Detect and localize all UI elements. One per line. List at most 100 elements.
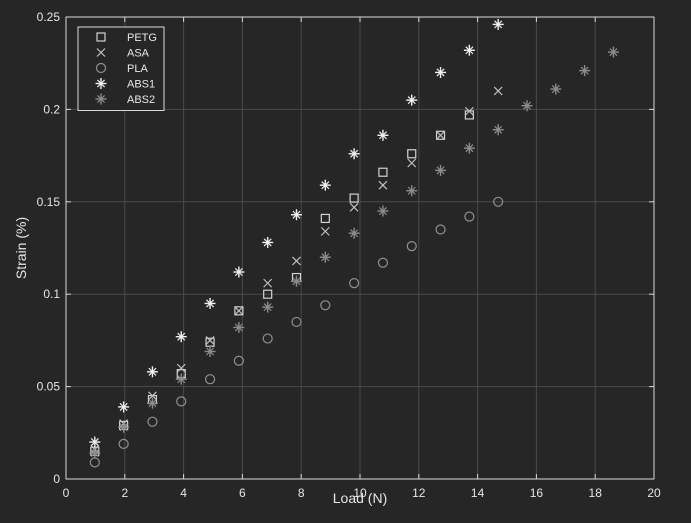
y-tick-label: 0.2 — [43, 102, 60, 116]
data-point-abs2 — [175, 373, 187, 385]
data-point-asa — [234, 306, 244, 316]
x-tick-label: 18 — [589, 486, 603, 500]
data-point-abs1 — [406, 94, 418, 106]
data-point-abs2 — [521, 100, 533, 112]
data-point-pla — [435, 224, 446, 235]
data-point-abs1 — [118, 401, 130, 413]
x-tick-label: 8 — [298, 486, 305, 500]
x-tick-label: 2 — [121, 486, 128, 500]
x-tick-label: 14 — [471, 486, 485, 500]
data-point-abs1 — [233, 266, 245, 278]
y-tick-label: 0 — [53, 472, 60, 486]
legend-label: PLA — [127, 63, 148, 75]
data-point-abs1 — [435, 66, 447, 78]
y-tick-label: 0.15 — [37, 195, 61, 209]
legend-marker-abs1 — [95, 78, 107, 89]
data-point-abs2 — [233, 321, 245, 333]
x-tick-label: 4 — [180, 486, 187, 500]
data-point-pla — [176, 396, 187, 407]
series-abs2 — [89, 46, 619, 459]
data-point-abs1 — [262, 236, 274, 248]
x-tick-label: 0 — [63, 486, 70, 500]
data-point-pla — [349, 278, 360, 289]
data-point-asa — [205, 335, 215, 345]
data-point-abs1 — [290, 209, 302, 221]
legend: PETG ASA PLA ABS1 ABS2 — [77, 26, 165, 111]
data-point-petg — [320, 213, 330, 224]
data-point-abs2 — [492, 124, 504, 136]
legend-item-asa: ASA — [96, 48, 150, 60]
series-abs1 — [89, 18, 504, 448]
data-markers — [89, 18, 619, 468]
data-point-abs2 — [377, 205, 389, 217]
data-point-petg — [378, 167, 388, 177]
data-point-asa — [148, 391, 157, 401]
x-tick-label: 10 — [353, 486, 367, 500]
legend-marker-abs2 — [95, 93, 107, 105]
legend-item-pla: PLA — [95, 62, 148, 75]
data-point-pla — [406, 241, 417, 252]
data-point-abs1 — [175, 331, 187, 343]
legend-label: ABS1 — [127, 79, 155, 91]
data-point-abs2 — [435, 164, 447, 176]
x-tick-label: 16 — [530, 486, 544, 500]
data-point-abs2 — [118, 421, 130, 433]
data-point-abs2 — [607, 46, 619, 58]
data-point-pla — [377, 257, 389, 268]
data-point-abs2 — [262, 301, 274, 313]
y-axis-label: Strain (%) — [13, 217, 29, 279]
legend-item-petg: PETG — [96, 32, 157, 44]
legend-marker-petg — [96, 32, 106, 42]
data-point-asa — [292, 256, 301, 266]
data-point-asa — [320, 226, 330, 236]
legend-label: ASA — [127, 48, 150, 60]
data-point-abs2 — [550, 83, 562, 95]
data-point-abs2 — [290, 275, 302, 287]
data-point-abs2 — [463, 142, 475, 154]
data-point-abs2 — [89, 447, 101, 459]
data-point-pla — [204, 374, 216, 385]
y-tick-label: 0.05 — [37, 380, 61, 394]
data-point-asa — [493, 86, 503, 96]
data-point-abs2 — [319, 251, 331, 263]
data-point-pla — [291, 316, 302, 328]
data-point-abs2 — [146, 397, 158, 409]
data-point-pla — [118, 438, 129, 449]
data-point-asa — [464, 106, 474, 116]
data-point-abs2 — [579, 65, 591, 77]
data-point-pla — [464, 211, 475, 222]
data-point-pla — [493, 196, 504, 207]
data-point-petg — [234, 306, 244, 316]
data-point-abs2 — [204, 345, 216, 357]
legend-box — [77, 26, 165, 111]
data-point-abs2 — [348, 227, 360, 239]
data-point-abs1 — [377, 129, 389, 141]
data-point-abs1 — [319, 179, 331, 191]
data-point-petg — [435, 130, 446, 140]
x-tick-label: 6 — [239, 486, 246, 500]
data-point-pla — [147, 416, 158, 427]
data-point-abs2 — [406, 185, 418, 197]
x-tick-label: 12 — [412, 486, 426, 500]
x-axis-label: Load (N) — [333, 490, 387, 506]
data-point-pla — [320, 300, 331, 311]
data-point-pla — [262, 333, 273, 344]
data-point-abs1 — [463, 44, 475, 56]
data-point-asa — [378, 180, 388, 190]
data-point-asa — [436, 130, 445, 140]
data-point-asa — [263, 278, 273, 288]
data-point-abs1 — [204, 297, 216, 309]
legend-label: PETG — [127, 32, 157, 44]
axis-ticks: 0 2 4 6 8 10 12 14 16 18 20 0 0.05 0.1 0.15 0.2 0.25 — [37, 10, 661, 500]
y-tick-label: 0.25 — [37, 10, 61, 24]
data-point-abs1 — [348, 148, 360, 160]
legend-marker-pla — [95, 62, 107, 74]
data-point-abs1 — [146, 366, 158, 378]
data-point-pla — [233, 355, 244, 366]
data-point-petg — [349, 193, 359, 203]
data-point-abs1 — [492, 18, 504, 30]
legend-item-abs1: ABS1 — [95, 78, 155, 91]
data-point-petg — [407, 149, 417, 159]
data-point-asa — [407, 158, 417, 168]
legend-marker-asa — [96, 48, 106, 57]
